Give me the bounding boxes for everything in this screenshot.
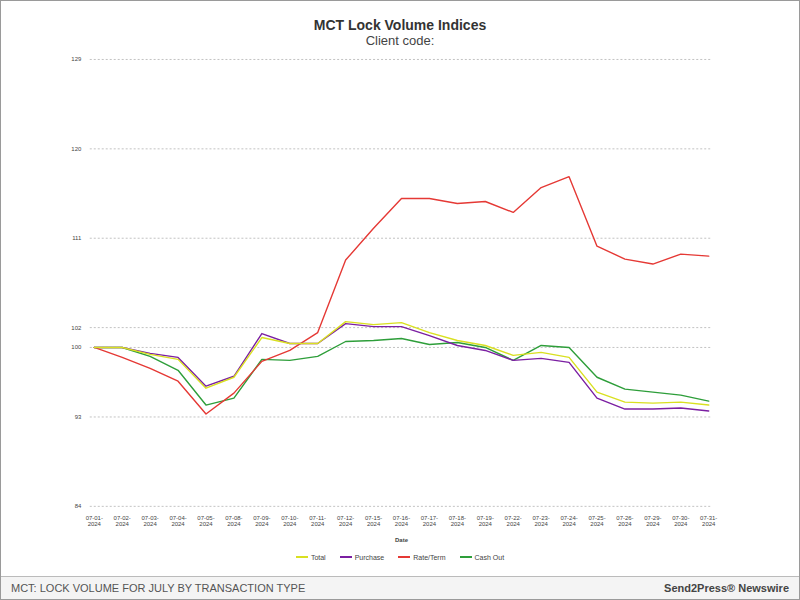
svg-text:07-30-2024: 07-30-2024 [672, 515, 689, 527]
svg-text:07-12-2024: 07-12-2024 [337, 515, 354, 527]
svg-text:07-02-2024: 07-02-2024 [114, 515, 131, 527]
html-text:Purchase: Purchase [354, 553, 385, 561]
svg-text:129: 129 [71, 56, 82, 62]
svg-text:07-29-2024: 07-29-2024 [644, 515, 661, 527]
svg-text:100: 100 [71, 344, 82, 350]
svg-text:111: 111 [72, 235, 82, 241]
svg-text:07-08-2024: 07-08-2024 [225, 515, 242, 527]
svg-text:07-03-2024: 07-03-2024 [141, 515, 158, 527]
svg-text:07-25-2024: 07-25-2024 [588, 515, 605, 527]
html-text:Client code:: Client code: [365, 33, 435, 48]
svg-text:07-24-2024: 07-24-2024 [560, 515, 577, 527]
svg-text:07-22-2024: 07-22-2024 [505, 515, 522, 527]
svg-text:07-09-2024: 07-09-2024 [253, 515, 270, 527]
html-text:MCT: LOCK VOLUME FOR JULY BY T: MCT: LOCK VOLUME FOR JULY BY TRANSACTION… [11, 582, 306, 594]
svg-text:120: 120 [71, 146, 82, 152]
html-text:Send2Press® Newswire: Send2Press® Newswire [664, 582, 789, 594]
svg-text:102: 102 [71, 325, 82, 331]
svg-text:07-31-2024: 07-31-2024 [700, 515, 717, 527]
html-text:MCT Lock Volume Indices: MCT Lock Volume Indices [313, 17, 487, 33]
svg-text:07-17-2024: 07-17-2024 [421, 515, 438, 527]
html-text:Rate/Term: Rate/Term [413, 553, 446, 561]
svg-text:07-18-2024: 07-18-2024 [449, 515, 466, 527]
svg-text:Date: Date [395, 537, 409, 543]
svg-text:07-04-2024: 07-04-2024 [169, 515, 186, 527]
svg-text:07-15-2024: 07-15-2024 [365, 515, 382, 527]
svg-text:07-23-2024: 07-23-2024 [533, 515, 550, 527]
svg-text:07-11-2024: 07-11-2024 [309, 515, 326, 527]
svg-text:07-19-2024: 07-19-2024 [477, 515, 494, 527]
svg-text:07-10-2024: 07-10-2024 [281, 515, 298, 527]
html-text:Total: Total [310, 553, 326, 561]
svg-text:07-26-2024: 07-26-2024 [616, 515, 633, 527]
svg-text:84: 84 [75, 503, 82, 509]
html-text:Cash Out: Cash Out [474, 553, 505, 561]
svg-text:07-05-2024: 07-05-2024 [197, 515, 214, 527]
svg-text:07-16-2024: 07-16-2024 [393, 515, 410, 527]
svg-text:93: 93 [75, 414, 82, 420]
svg-text:07-01-2024: 07-01-2024 [86, 515, 103, 527]
